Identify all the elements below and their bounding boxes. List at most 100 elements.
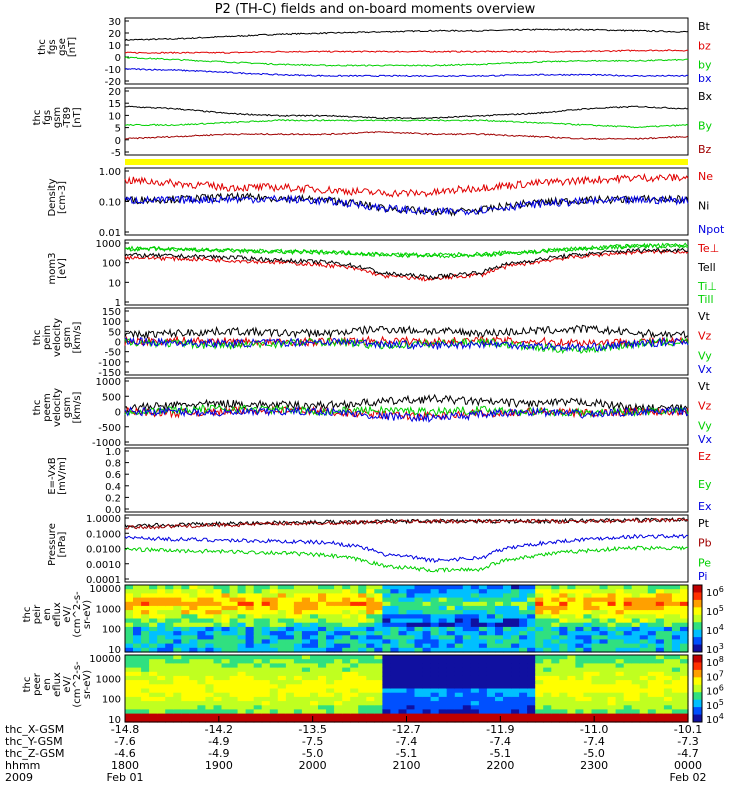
spec-cell: [326, 631, 335, 636]
spec-cell: [575, 597, 584, 603]
ylabel-temperature-1: [eV]: [57, 258, 68, 279]
spec-cell: [181, 647, 190, 653]
spec-cell: [213, 605, 223, 611]
spec-cell: [350, 709, 359, 715]
spec-cell: [358, 684, 367, 690]
series-pressure-Pi: [124, 533, 689, 564]
spec-cell: [551, 618, 560, 624]
spec-cell: [157, 635, 166, 641]
ylabel-peir-0: thc: [22, 607, 33, 623]
spec-cell: [422, 631, 432, 636]
spec-cell: [189, 597, 198, 603]
spec-cell: [165, 713, 174, 719]
spec-cell: [245, 593, 255, 599]
spec-cell: [173, 643, 182, 649]
spec-cell: [326, 585, 335, 590]
series-pressure-Pb: [124, 517, 689, 530]
spec-cell: [503, 639, 512, 645]
spec-cell: [277, 610, 287, 615]
ytick-peer-1: 1000: [96, 674, 121, 685]
footer-label: 2009: [5, 771, 33, 784]
legend-peim-velocity-2: Vy: [698, 349, 712, 362]
spec-cell: [342, 709, 351, 715]
spec-cell: [446, 639, 456, 645]
spec-cell: [631, 635, 641, 641]
spec-cell: [318, 680, 327, 685]
spec-cell: [277, 717, 287, 723]
spec-cell: [470, 663, 480, 669]
spec-cell: [197, 610, 206, 615]
spec-cell: [615, 626, 625, 632]
spec-cell: [261, 631, 271, 636]
spec-cell: [591, 610, 601, 615]
spec-cell: [301, 601, 311, 607]
spec-cell: [535, 675, 544, 681]
spec-cell: [221, 618, 231, 624]
spec-cell: [285, 618, 295, 624]
spec-cell: [197, 709, 206, 715]
spec-cell: [342, 614, 351, 620]
spec-cell: [293, 692, 303, 698]
legend-temperature-1: Tell: [697, 261, 716, 274]
spec-cell: [213, 717, 223, 723]
spec-cell: [358, 692, 367, 698]
footer-value: -4.9: [208, 735, 230, 748]
spec-cell: [310, 655, 319, 660]
spec-cell: [639, 696, 649, 702]
spec-cell: [486, 717, 496, 723]
spec-cell: [269, 692, 279, 698]
spec-cell: [301, 659, 311, 664]
spec-cell: [125, 585, 134, 590]
spec-cell: [486, 622, 496, 628]
spec-cell: [293, 705, 303, 711]
spec-cell: [374, 601, 383, 607]
spec-cell: [350, 605, 359, 611]
spec-cell: [430, 622, 440, 628]
spec-cell: [438, 605, 448, 611]
spec-cell: [607, 605, 617, 611]
spec-cell: [454, 671, 464, 677]
spec-cell: [197, 626, 206, 632]
spec-cell: [277, 622, 287, 628]
spec-cell: [559, 680, 568, 685]
spec-cell: [141, 696, 150, 702]
spec-cell: [125, 631, 134, 636]
spec-cell: [342, 643, 351, 649]
spec-cell: [599, 680, 609, 685]
spec-cell: [398, 709, 408, 715]
spec-cell: [543, 601, 552, 607]
spec-cell: [366, 589, 375, 594]
spec-cell: [310, 696, 319, 702]
spec-cell: [519, 610, 528, 615]
spec-cell: [285, 717, 295, 723]
spec-cell: [583, 626, 592, 632]
spec-cell: [318, 643, 327, 649]
spec-cell: [406, 639, 416, 645]
ylabel-peer-6: sr-eV): [82, 670, 93, 699]
spec-cell: [334, 626, 343, 632]
spec-cell: [149, 589, 158, 594]
colorbar-frame: [692, 584, 703, 653]
spec-cell: [157, 680, 166, 685]
spec-cell: [390, 659, 399, 664]
spec-cell: [567, 647, 576, 653]
spec-cell: [269, 713, 279, 719]
spec-cell: [454, 631, 464, 636]
spec-cell: [615, 639, 625, 645]
spec-cell: [334, 601, 343, 607]
series-peim-velocity-Vt: [124, 324, 689, 340]
legend-fgs-gsm-1: By: [698, 120, 713, 133]
ytick-pressure-3: 0.0010: [86, 560, 121, 571]
colorbar-frame: [692, 654, 703, 723]
spec-cell: [149, 622, 158, 628]
spec-cell: [149, 610, 158, 615]
spec-cell: [358, 675, 367, 681]
spec-cell: [181, 659, 190, 664]
spec-cell: [125, 705, 134, 711]
spec-cell: [326, 626, 335, 632]
ylabel-peim-velocity-3: gsm: [62, 327, 73, 348]
spec-cell: [310, 593, 319, 599]
spec-cell: [414, 655, 424, 660]
spec-cell: [334, 680, 343, 685]
spec-cell: [406, 585, 416, 590]
